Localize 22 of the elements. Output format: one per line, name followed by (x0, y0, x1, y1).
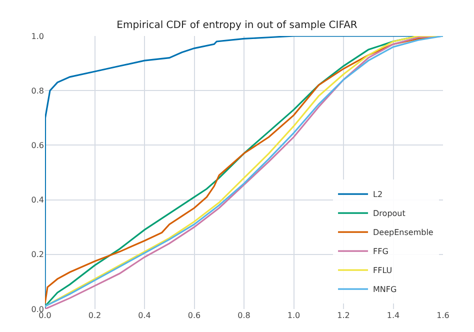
x-tick-label: 1.0 (287, 311, 300, 320)
y-tick-label: 0.0 (31, 304, 44, 314)
legend-label: Dropout (373, 209, 406, 218)
legend-label: MNFG (373, 285, 397, 294)
x-tick-label: 0.4 (138, 311, 151, 320)
x-tick-label: 0.2 (88, 311, 102, 320)
y-tick-label: 1.0 (31, 32, 44, 41)
x-tick-label: 1.4 (386, 311, 400, 320)
x-tick-label: 0.0 (38, 311, 52, 320)
legend-label: FFLU (373, 266, 392, 276)
y-tick-label: 0.2 (31, 250, 44, 260)
legend-label: DeepEnsemble (373, 228, 434, 238)
legend-label: L2 (373, 190, 383, 200)
y-tick-label: 0.8 (31, 86, 44, 96)
x-tick-label: 1.2 (337, 311, 350, 320)
x-tick-label: 0.8 (238, 311, 250, 320)
x-tick-label: 1.6 (436, 311, 450, 320)
chart-title: Empirical CDF of entropy in out of sample CIFAR (116, 20, 358, 31)
x-tick-label: 0.6 (188, 311, 201, 320)
legend-label: FFG (373, 247, 388, 256)
y-tick-label: 0.4 (31, 196, 44, 205)
y-tick-label: 0.6 (31, 141, 44, 150)
